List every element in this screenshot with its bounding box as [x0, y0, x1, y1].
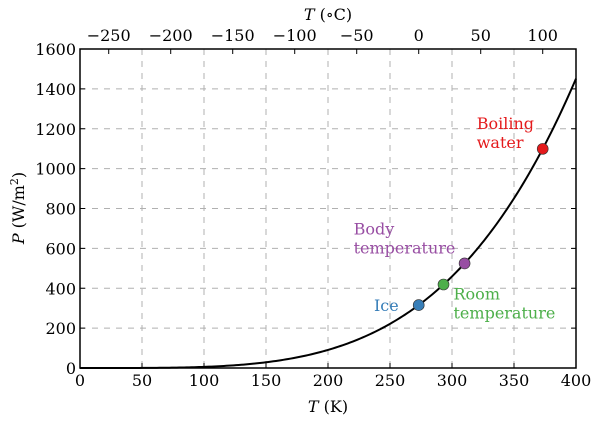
point-label: Ice: [374, 296, 399, 315]
y-tick-label: 1600: [35, 40, 76, 59]
point-label: Body temperature: [354, 219, 456, 257]
y-axis-label: P (W/m2): [8, 172, 28, 245]
y-axis-label-sup: 2: [8, 178, 21, 185]
y-axis-label-var: P: [9, 233, 28, 245]
y-tick-label: 200: [45, 319, 76, 338]
x-tick-label: 200: [313, 371, 344, 390]
x-axis-label-var: T: [308, 397, 320, 416]
data-point: [458, 257, 471, 270]
top-tick-label: 0: [414, 26, 424, 45]
point-label: Room temperature: [454, 285, 556, 323]
top-axis-label-var: T: [304, 5, 316, 24]
ticks: 0 50 100 150 200 250 300 350 400 0 200 400 600 800 100…: [35, 26, 591, 390]
point-label-line: temperature: [354, 238, 456, 257]
x-tick-label: 250: [375, 371, 406, 390]
y-axis-label-close: ): [9, 172, 28, 178]
top-axis-label: T (∘C): [304, 5, 352, 24]
top-tick-label: −200: [149, 26, 193, 45]
y-tick-label: 0: [66, 359, 76, 378]
data-point: [536, 143, 549, 155]
x-tick-label: 400: [561, 371, 592, 390]
point-label: Boiling water: [477, 114, 534, 152]
x-tick-label: 50: [132, 371, 152, 390]
point-label-line: Body: [354, 219, 395, 238]
top-tick-label: 50: [471, 26, 491, 45]
y-axis-label-unit: (W/m: [9, 185, 28, 233]
top-tick-label: −50: [340, 26, 374, 45]
data-point: [412, 299, 425, 311]
top-axis-label-unit: (∘C): [315, 5, 353, 24]
y-tick-label: 1000: [35, 160, 76, 179]
y-tick-label: 1200: [35, 120, 76, 139]
y-tick-label: 600: [45, 239, 76, 258]
point-label-line: temperature: [454, 304, 556, 323]
x-axis-label: T (K): [308, 397, 348, 416]
grid: [80, 49, 576, 368]
x-tick-label: 350: [499, 371, 530, 390]
point-label-line: Ice: [374, 296, 399, 315]
point-label-line: water: [477, 133, 524, 152]
point-label-line: Room: [454, 285, 500, 304]
top-tick-label: −100: [273, 26, 317, 45]
data-point: [437, 278, 450, 291]
x-tick-label: 300: [437, 371, 468, 390]
x-tick-label: 0: [75, 371, 85, 390]
x-axis-label-unit: (K): [319, 397, 349, 416]
top-tick-label: 100: [527, 26, 558, 45]
top-tick-label: −150: [211, 26, 255, 45]
point-label-line: Boiling: [477, 114, 534, 133]
top-tick-label: −250: [87, 26, 131, 45]
y-tick-label: 400: [45, 279, 76, 298]
y-tick-label: 1400: [35, 80, 76, 99]
x-tick-label: 150: [251, 371, 282, 390]
x-tick-label: 100: [189, 371, 220, 390]
y-tick-label: 800: [45, 200, 76, 219]
